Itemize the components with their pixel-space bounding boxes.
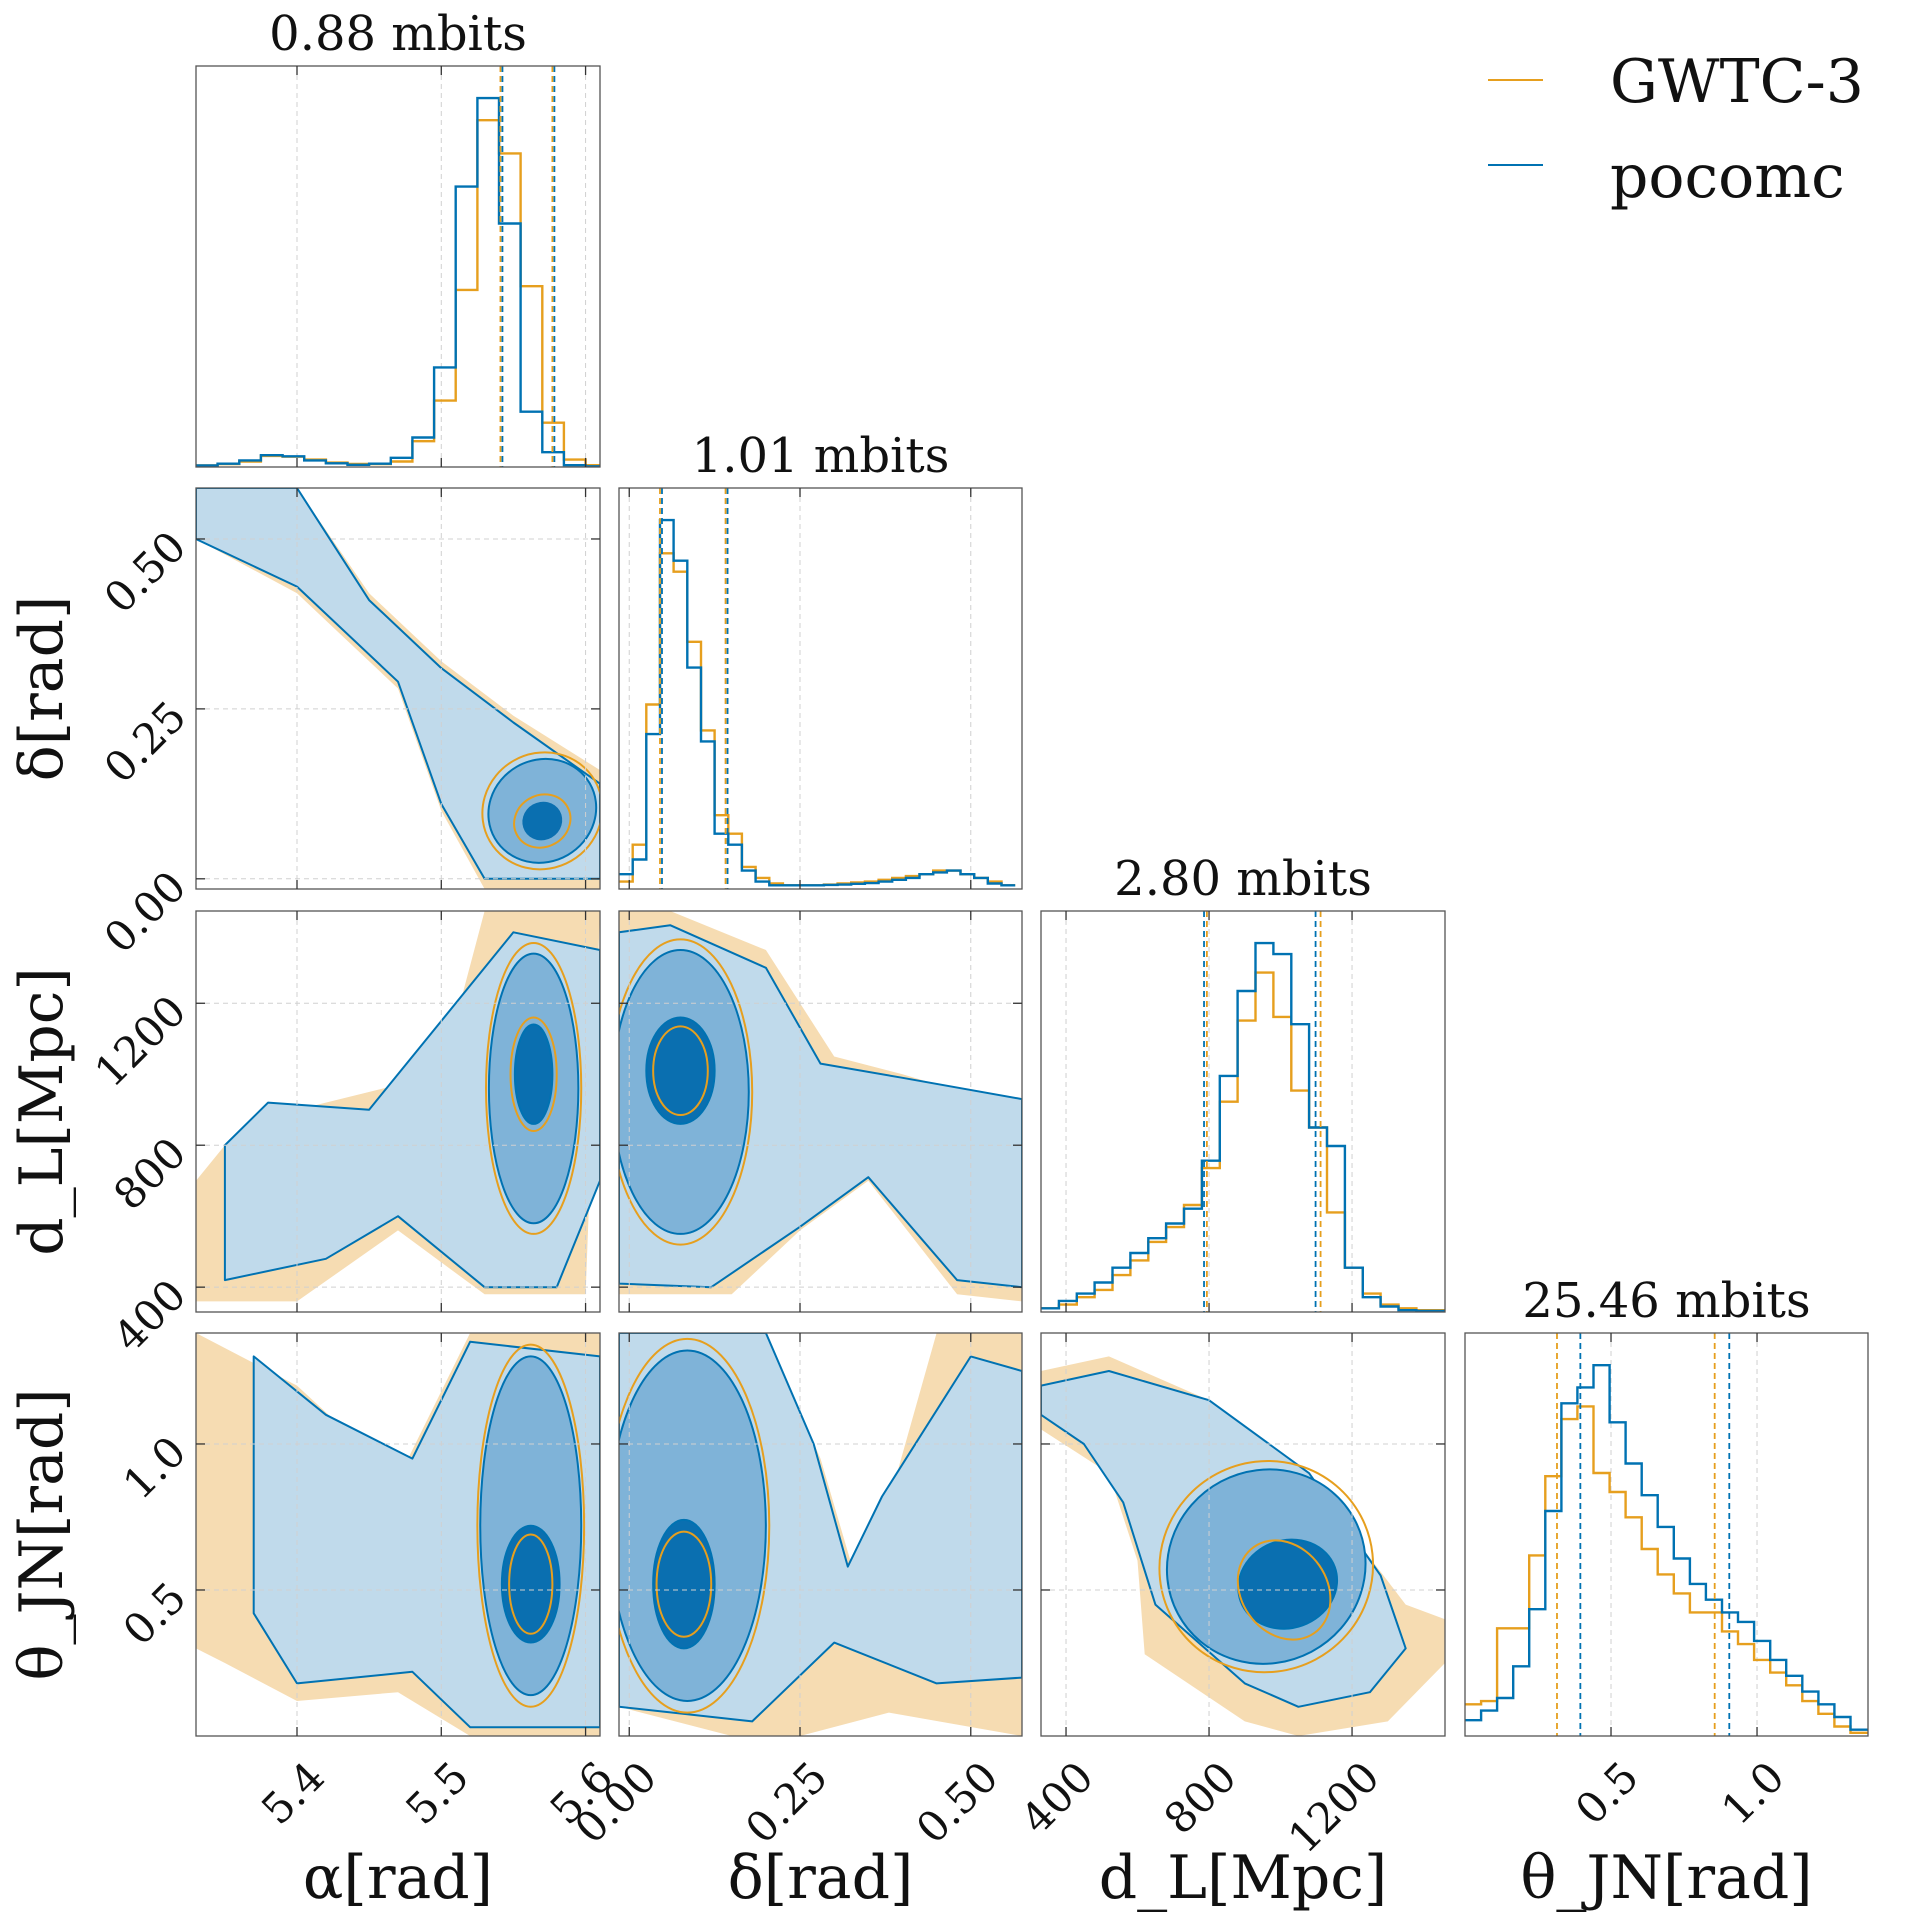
panel-frame [618,1332,1023,1737]
contour-gwtc3-1sigma [508,1533,554,1635]
diag-title-thetaJN: 25.46 mbits [1522,1273,1810,1329]
x-axis-label-dL: d_L[Mpc] [1099,1843,1388,1913]
contour-gwtc3-2sigma [619,1337,771,1714]
legend-label-pocomc: pocomc [1610,142,1845,212]
x-axis-label-alpha: α[rad] [303,1843,493,1913]
y-axis-label-delta: δ[rad] [7,596,77,782]
diag-title-delta: 1.01 mbits [692,428,950,484]
contour-gwtc3-2sigma [619,938,754,1246]
x-axis-label-delta: δ[rad] [728,1843,914,1913]
panel-frame [195,487,601,890]
contour-gwtc3-1sigma [1236,1539,1332,1641]
panel-frame [1464,1332,1869,1737]
panel-frame [195,1332,601,1737]
panel-frame [195,910,601,1313]
panel-frame [618,910,1023,1313]
contour-gwtc3-1sigma [509,1016,558,1133]
legend: GWTC-3 pocomc [1488,47,1864,212]
diag-title-dL: 2.80 mbits [1114,851,1372,907]
contour-panel-delta-dL [619,911,1022,1302]
legend-label-gwtc3: GWTC-3 [1610,47,1864,117]
contour-panel-delta-thetaJN [619,1333,1022,1736]
contour-pocomc-1sigma [652,1518,716,1650]
contour-pocomc-1sigma [500,1524,561,1644]
diag-title-alpha: 0.88 mbits [269,6,527,62]
hist-pocomc-dL [1041,941,1445,1313]
contour-gwtc3-2sigma [476,1343,586,1708]
panel-frame [195,65,601,468]
contour-gwtc3-2sigma [481,751,600,871]
contour-pocomc-1sigma [513,1023,554,1125]
hist-pocomc-delta [619,518,1016,887]
y-axis-label-dL: d_L[Mpc] [7,967,77,1256]
contour-pocomc-1sigma [645,1016,716,1125]
hist-pocomc-alpha [196,96,600,468]
y-axis-label-thetaJN: θ_JN[rad] [7,1388,77,1680]
contour-pocomc-1sigma [522,801,563,841]
contour-panel-dL-thetaJN [1041,1356,1445,1736]
contour-gwtc3-1sigma [513,793,572,849]
panel-frame [618,487,1023,890]
panel-frame [1040,1332,1446,1737]
panel-frame [1040,910,1446,1313]
contour-gwtc3-1sigma [655,1530,713,1638]
x-axis-label-thetaJN: θ_JN[rad] [1520,1843,1812,1913]
contour-gwtc3-2sigma [485,941,583,1235]
contour-gwtc3-2sigma [1158,1460,1375,1674]
contour-gwtc3-1sigma [652,1025,709,1117]
hist-pocomc-thetaJN [1465,1363,1868,1731]
